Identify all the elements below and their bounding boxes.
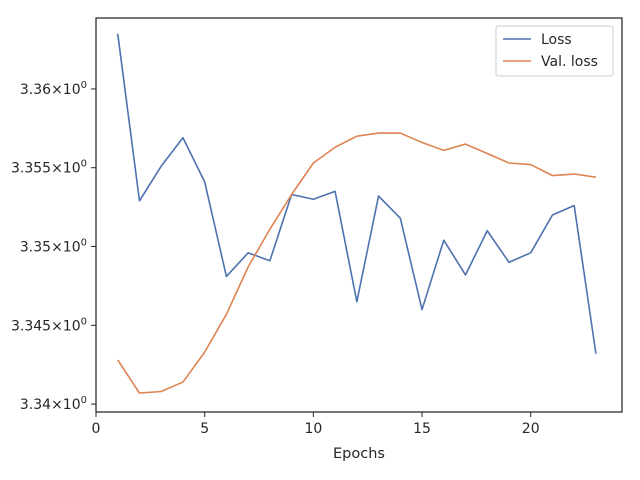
x-tick-label: 5 [200, 421, 209, 437]
y-tick-label: 3.345×100 [11, 316, 87, 334]
legend-label: Val. loss [541, 54, 598, 70]
series-line-val-loss [117, 132, 597, 394]
y-tick-mantissa: 3.345 [11, 318, 51, 334]
y-tick-label: 3.34×100 [20, 395, 87, 413]
y-tick-exponent: 0 [81, 395, 87, 406]
y-tick-base: 10 [63, 161, 81, 177]
series-line-loss [116, 33, 597, 354]
y-tick-label: 3.36×100 [20, 80, 87, 98]
x-axis: 0 5 10 15 20 [92, 412, 540, 437]
y-tick-times: × [51, 397, 63, 413]
y-tick-base: 10 [63, 82, 81, 98]
x-tick-label: 0 [92, 421, 101, 437]
series-layer [116, 33, 597, 394]
y-axis: 3.34×1003.345×1003.35×1003.355×1003.36×1… [11, 80, 96, 413]
y-tick-times: × [51, 318, 63, 334]
y-tick-times: × [51, 82, 63, 98]
y-tick-mantissa: 3.35 [20, 240, 51, 256]
y-tick-mantissa: 3.355 [11, 161, 51, 177]
y-tick-times: × [51, 161, 63, 177]
y-tick-exponent: 0 [81, 80, 87, 91]
y-tick-label: 3.355×100 [11, 159, 87, 177]
plot-frame [95, 17, 623, 413]
y-tick-exponent: 0 [81, 238, 87, 249]
y-tick-base: 10 [63, 318, 81, 334]
y-tick-times: × [51, 240, 63, 256]
y-tick-base: 10 [63, 397, 81, 413]
y-tick-label: 3.35×100 [20, 238, 87, 256]
x-tick-label: 20 [522, 421, 540, 437]
y-tick-base: 10 [63, 240, 81, 256]
x-tick-label: 15 [413, 421, 431, 437]
y-tick-mantissa: 3.36 [20, 82, 51, 98]
x-axis-label: Epochs [333, 446, 385, 462]
x-tick-label: 10 [304, 421, 322, 437]
legend: Loss Val. loss [495, 25, 614, 77]
y-tick-exponent: 0 [81, 316, 87, 327]
y-tick-exponent: 0 [81, 159, 87, 170]
legend-label: Loss [541, 32, 572, 48]
y-tick-mantissa: 3.34 [20, 397, 51, 413]
